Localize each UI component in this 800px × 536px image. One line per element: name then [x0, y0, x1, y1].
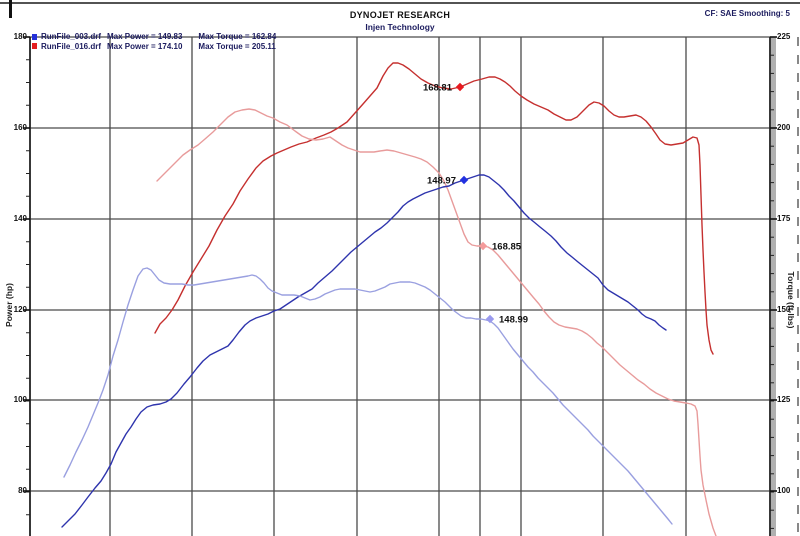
power-axis-tick-label: 180 [13, 32, 27, 41]
power-axis-tick-label: 120 [13, 305, 27, 314]
legend-max-torque: Max Torque = 205.11 [198, 41, 276, 51]
power-axis-tick-label: 160 [13, 123, 27, 132]
power-axis-tick-label: 80 [18, 486, 27, 495]
correction-smoothing-label: CF: SAE Smoothing: 5 [704, 9, 790, 18]
torque-axis-tick-label: 100 [777, 486, 791, 495]
run003-torque-callout-diamond-icon [485, 314, 495, 324]
right-spine-band [771, 37, 776, 536]
power-axis-tick-label: 100 [13, 395, 27, 404]
legend-file-name: RunFile_003.drf [41, 32, 102, 42]
run016-power-curve [154, 62, 714, 355]
page-title: DYNOJET RESEARCH [349, 10, 451, 20]
legend-row-run003: RunFile_003.drf Max Power = 149.83 Max T… [32, 32, 276, 42]
run016-color-swatch [32, 43, 37, 50]
torque-axis-tick-label: 200 [777, 123, 791, 132]
torque-axis-tick-label: 150 [777, 305, 791, 314]
legend-file-name: RunFile_016.drf [41, 41, 102, 51]
run016-torque-curve [156, 108, 717, 536]
page-subtitle: Injen Technology [365, 22, 435, 32]
run016-power-callout-value: 168.81 [423, 83, 453, 94]
torque-axis-tick-label: 175 [777, 214, 791, 223]
torque-axis-tick-label: 225 [777, 32, 791, 41]
torque-axis-tick-label: 125 [777, 395, 791, 404]
legend-max-power: Max Power = 149.83 [107, 32, 183, 42]
run003-torque-callout-value: 148.99 [499, 315, 528, 326]
power-axis-tick-label: 140 [13, 214, 27, 223]
run016-torque-callout-value: 168.85 [492, 242, 522, 253]
run003-power-callout-diamond-icon [459, 175, 469, 185]
run003-power-callout-value: 148.97 [427, 176, 456, 187]
legend-row-run016: RunFile_016.drf Max Power = 174.10 Max T… [32, 42, 276, 52]
run016-torque-callout-diamond-icon [478, 241, 488, 251]
top-left-mark [9, 0, 12, 18]
legend: RunFile_003.drf Max Power = 149.83 Max T… [32, 32, 276, 51]
run003-color-swatch [32, 33, 37, 40]
torque-axis-title: Torque (ft-lbs) [786, 271, 796, 329]
run016-power-callout-diamond-icon [455, 82, 465, 92]
run003-torque-curve [63, 267, 673, 525]
run003-power-curve [61, 174, 667, 528]
legend-max-torque: Max Torque = 162.84 [198, 32, 277, 42]
legend-max-power: Max Power = 174.10 [107, 41, 183, 51]
